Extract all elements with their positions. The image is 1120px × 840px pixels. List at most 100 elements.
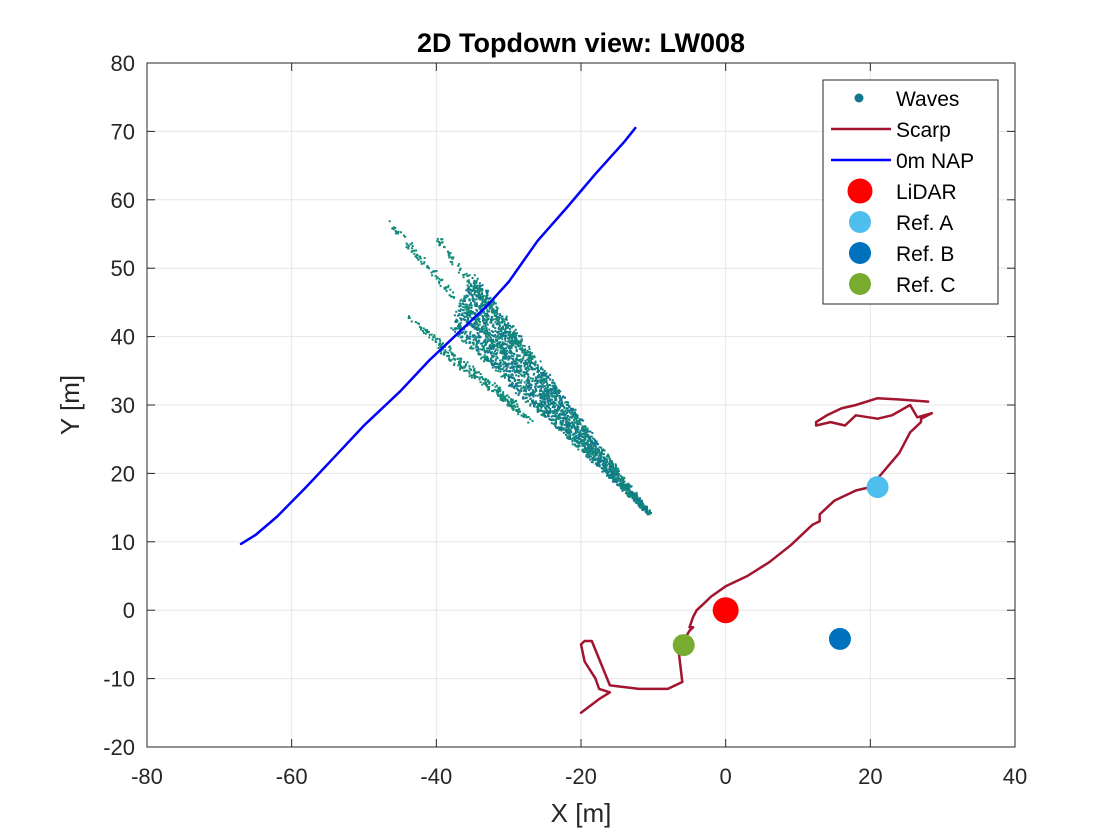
wave-point [396,231,399,234]
wave-point [441,238,444,241]
wave-point [587,455,590,458]
wave-point [629,491,632,494]
wave-point [481,295,484,298]
wave-point [615,473,618,476]
wave-point [528,355,531,358]
wave-point [552,412,555,415]
wave-point [504,336,507,339]
wave-point [499,393,502,396]
wave-point [494,336,497,339]
wave-point [466,312,469,315]
wave-point [475,281,478,284]
wave-point [614,474,617,477]
wave-point [451,257,454,260]
wave-point [557,404,560,407]
wave-point [551,398,554,401]
wave-point [472,369,475,372]
wave-point [517,381,520,384]
wave-point [503,331,506,334]
wave-point [503,361,506,364]
wave-point [596,447,599,450]
wave-point [462,314,465,317]
wave-point [471,311,474,314]
wave-point [500,326,503,329]
wave-point [502,320,505,323]
wave-point [410,320,413,323]
wave-point [473,285,476,288]
wave-point [591,456,594,459]
wave-point [592,447,595,450]
wave-point [584,436,587,439]
wave-point [575,434,578,437]
wave-point [540,390,543,393]
wave-point [440,279,443,282]
wave-point [519,373,522,376]
wave-point [646,507,649,510]
wave-point [564,433,567,436]
wave-point [593,452,596,455]
wave-point [573,439,576,442]
wave-point [492,352,495,355]
wave-point [473,322,476,325]
wave-point [507,333,510,336]
wave-point [515,338,518,341]
wave-point [560,427,563,430]
wave-point [482,341,485,344]
wave-point [541,376,544,379]
wave-point [416,254,419,257]
wave-point [503,347,506,350]
wave-point [481,326,484,329]
wave-point [517,369,520,372]
wave-point [605,469,608,472]
wave-point [496,345,499,348]
wave-point [598,451,601,454]
wave-point [585,429,588,432]
wave-point [495,305,498,308]
wave-point [520,374,523,377]
wave-point [419,257,422,260]
wave-point [497,363,500,366]
wave-point [474,370,477,373]
wave-point [449,288,452,291]
wave-point [498,324,501,327]
wave-point [584,438,587,441]
wave-point [505,343,508,346]
wave-point [439,345,442,348]
wave-point [484,378,487,381]
wave-point [545,387,548,390]
wave-point [502,399,505,402]
wave-point [504,328,507,331]
wave-point [640,501,643,504]
wave-point [560,398,563,401]
wave-point [459,363,462,366]
wave-point [567,425,570,428]
wave-point [505,370,508,373]
wave-point [473,279,476,282]
wave-point [560,410,563,413]
wave-point [493,388,496,391]
wave-point [603,469,606,472]
wave-point [564,413,567,416]
wave-point [508,328,511,331]
wave-point [483,303,486,306]
wave-point [555,389,558,392]
wave-point [461,312,464,315]
wave-point [537,375,540,378]
wave-point [500,375,503,378]
wave-point [484,333,487,336]
wave-point [612,472,615,475]
wave-point [558,401,561,404]
wave-point [504,372,507,375]
wave-point [438,244,441,247]
wave-point [523,363,526,366]
wave-point [459,317,462,320]
wave-point [446,286,449,289]
wave-point [621,484,624,487]
wave-point [511,398,514,401]
wave-point [514,335,517,338]
ref-a-marker [866,476,889,499]
wave-point [549,410,552,413]
wave-point [555,399,558,402]
wave-point [492,362,495,365]
wave-point [458,357,461,360]
